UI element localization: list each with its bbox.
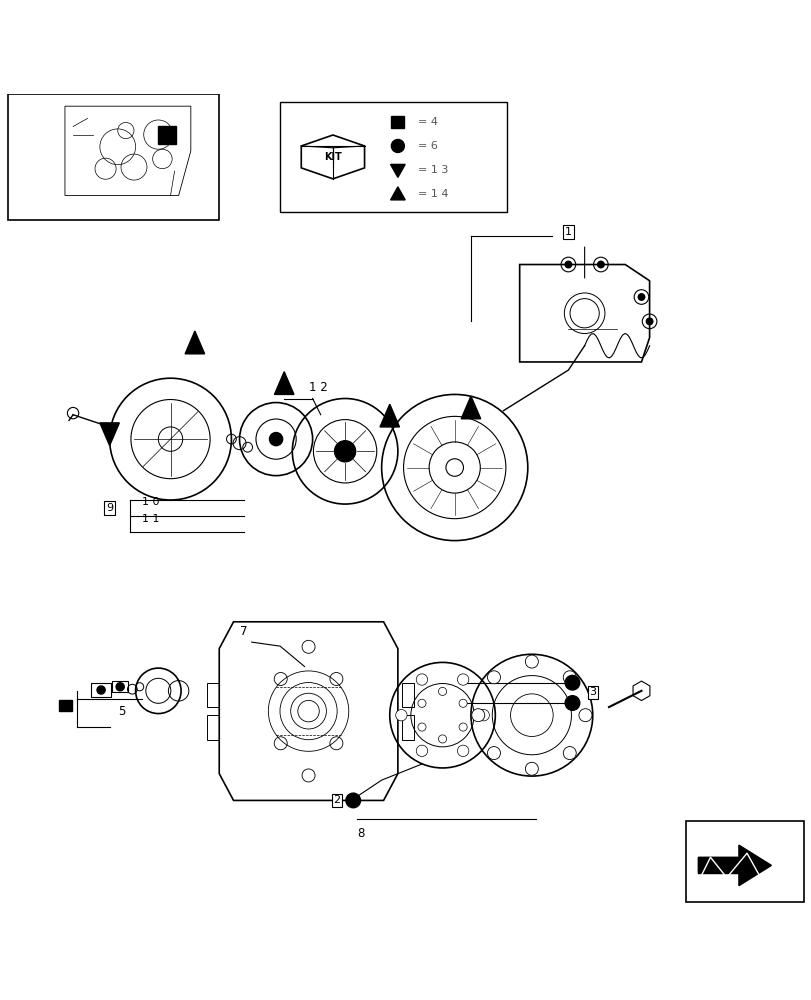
Text: 3: 3 — [589, 687, 595, 697]
Polygon shape — [697, 845, 770, 886]
Circle shape — [478, 709, 489, 721]
Polygon shape — [274, 372, 294, 394]
Text: 2: 2 — [333, 795, 340, 805]
Text: 1 2: 1 2 — [308, 381, 327, 394]
Circle shape — [487, 747, 500, 760]
Circle shape — [563, 747, 576, 760]
Circle shape — [97, 686, 105, 694]
Text: = 1 4: = 1 4 — [418, 189, 448, 199]
Polygon shape — [100, 423, 119, 446]
Circle shape — [646, 318, 652, 325]
Bar — [59, 700, 72, 711]
Circle shape — [458, 723, 466, 731]
Circle shape — [418, 699, 426, 707]
Circle shape — [564, 675, 579, 690]
Circle shape — [564, 696, 579, 710]
Circle shape — [578, 709, 591, 722]
Bar — [207, 715, 219, 740]
Bar — [91, 683, 111, 697]
Circle shape — [269, 433, 282, 446]
Circle shape — [525, 655, 538, 668]
Text: 7: 7 — [240, 625, 247, 638]
Text: KIT: KIT — [324, 152, 341, 162]
Text: 1 0: 1 0 — [142, 497, 160, 507]
Circle shape — [438, 687, 446, 695]
Circle shape — [395, 709, 406, 721]
Circle shape — [457, 674, 468, 685]
Circle shape — [438, 735, 446, 743]
Circle shape — [563, 671, 576, 684]
Polygon shape — [390, 187, 405, 200]
Circle shape — [416, 745, 427, 757]
Circle shape — [637, 294, 644, 300]
Text: = 4: = 4 — [418, 117, 438, 127]
Circle shape — [471, 709, 484, 722]
Circle shape — [525, 762, 538, 775]
Bar — [207, 683, 219, 707]
Circle shape — [416, 674, 427, 685]
Polygon shape — [390, 164, 405, 177]
Bar — [158, 126, 176, 144]
Bar — [391, 116, 404, 128]
Circle shape — [345, 793, 360, 808]
Text: 5: 5 — [118, 705, 125, 718]
Circle shape — [418, 723, 426, 731]
Text: 9: 9 — [106, 503, 113, 513]
Polygon shape — [185, 331, 204, 354]
Circle shape — [116, 683, 124, 691]
Circle shape — [457, 745, 468, 757]
Circle shape — [334, 441, 355, 462]
Bar — [112, 681, 128, 692]
Polygon shape — [461, 396, 480, 419]
Bar — [401, 683, 414, 707]
Circle shape — [458, 699, 466, 707]
Circle shape — [597, 261, 603, 268]
Text: = 1 3: = 1 3 — [418, 165, 448, 175]
Text: 1: 1 — [564, 227, 571, 237]
Text: 8: 8 — [357, 827, 364, 840]
Circle shape — [564, 261, 571, 268]
Circle shape — [487, 671, 500, 684]
Polygon shape — [380, 404, 399, 427]
Text: = 6: = 6 — [418, 141, 437, 151]
Text: 1 1: 1 1 — [142, 514, 160, 524]
Bar — [401, 715, 414, 740]
Circle shape — [391, 139, 404, 152]
Circle shape — [445, 459, 463, 476]
